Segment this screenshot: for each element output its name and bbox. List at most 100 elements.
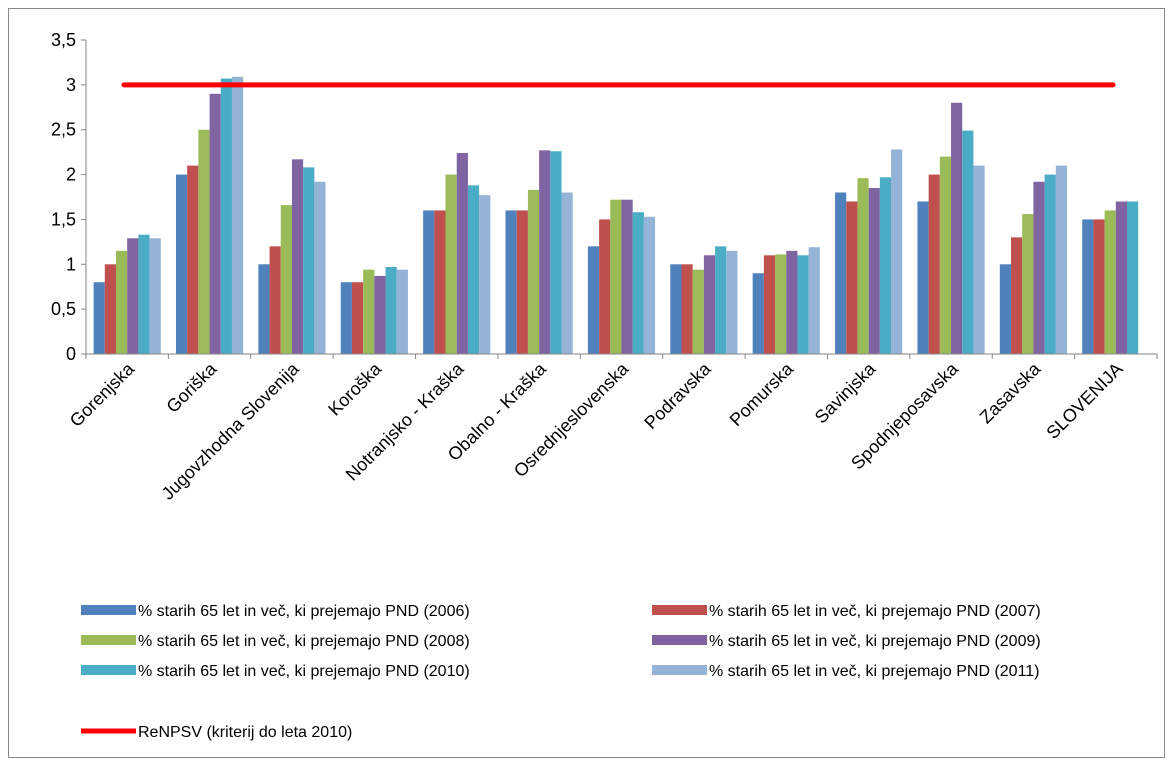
bar xyxy=(763,255,776,354)
bar xyxy=(857,178,869,354)
bar xyxy=(127,238,139,354)
y-tick-label: 3 xyxy=(66,75,76,95)
bar xyxy=(1127,201,1139,354)
bar xyxy=(692,269,704,354)
legend-swatch xyxy=(652,665,707,675)
bar xyxy=(752,273,764,354)
bar xyxy=(479,195,491,354)
bar xyxy=(643,216,656,354)
bar xyxy=(351,282,364,354)
bar xyxy=(1011,237,1023,354)
bar xyxy=(1033,181,1045,354)
bar xyxy=(973,165,985,354)
bar xyxy=(670,264,682,354)
bar xyxy=(527,189,540,354)
bar xyxy=(786,250,798,354)
bar xyxy=(797,255,809,354)
bar xyxy=(632,212,644,354)
bar xyxy=(385,266,397,354)
bar xyxy=(187,165,199,354)
legend-label: % starih 65 let in več, ki prejemajo PND… xyxy=(138,663,470,680)
bar xyxy=(726,250,738,354)
bar xyxy=(891,149,903,354)
bar xyxy=(198,129,210,354)
bar xyxy=(231,76,244,354)
bar xyxy=(209,93,221,354)
bar xyxy=(928,174,940,354)
bar xyxy=(456,153,468,354)
bar xyxy=(467,185,480,354)
y-tick-label: 2,5 xyxy=(51,120,76,140)
bar xyxy=(610,199,622,354)
bar xyxy=(808,247,820,354)
y-tick-label: 1,5 xyxy=(51,209,76,229)
category-label: Pomurska xyxy=(726,358,798,430)
bar xyxy=(303,167,315,354)
bar xyxy=(175,174,188,354)
y-tick-label: 3,5 xyxy=(51,30,76,50)
bar xyxy=(138,234,150,354)
bar xyxy=(917,201,929,354)
bar xyxy=(939,156,952,354)
bar xyxy=(505,210,517,354)
category-label: Gorenjska xyxy=(66,358,139,431)
legend-swatch xyxy=(81,635,136,645)
legend-swatch xyxy=(81,665,136,675)
bar xyxy=(269,246,281,354)
bar xyxy=(715,246,727,354)
legend-swatch xyxy=(81,605,136,615)
bar xyxy=(1115,201,1128,354)
bar xyxy=(115,250,128,354)
bar xyxy=(775,254,787,354)
bar xyxy=(879,177,892,354)
bar xyxy=(1082,219,1094,354)
bar xyxy=(599,219,611,354)
bar xyxy=(951,102,963,354)
bar xyxy=(149,238,161,354)
bar xyxy=(280,205,292,354)
legend-swatch xyxy=(652,605,707,615)
y-tick-label: 0,5 xyxy=(51,299,76,319)
category-label: Jugovzhodna Slovenija xyxy=(158,358,304,504)
category-label: Goriška xyxy=(162,358,221,417)
legend-label: % starih 65 let in več, ki prejemajo PND… xyxy=(709,633,1041,650)
bar xyxy=(587,246,600,354)
bar xyxy=(561,192,573,354)
category-label: Savinjska xyxy=(811,358,880,427)
bar xyxy=(550,151,562,354)
bar xyxy=(999,264,1012,354)
bar xyxy=(363,269,375,354)
y-tick-label: 0 xyxy=(66,344,76,364)
bar xyxy=(258,264,270,354)
bar xyxy=(1022,214,1034,354)
bar xyxy=(104,264,116,354)
category-label: Podravska xyxy=(640,358,715,433)
bar xyxy=(868,188,880,354)
bar xyxy=(93,282,105,354)
bar xyxy=(1044,174,1056,354)
legend-label: % starih 65 let in več, ki prejemajo PND… xyxy=(138,633,470,650)
category-label: Zasavska xyxy=(976,358,1045,427)
legend-label: % starih 65 let in več, ki prejemajo PND… xyxy=(709,663,1040,680)
y-tick-label: 1 xyxy=(66,254,76,274)
legend-label: % starih 65 let in več, ki prejemajo PND… xyxy=(709,603,1041,620)
bar xyxy=(539,150,551,354)
bar xyxy=(681,264,693,354)
bar xyxy=(962,130,974,354)
bar xyxy=(703,255,716,354)
bar xyxy=(434,210,446,354)
bar xyxy=(423,210,435,354)
legend-swatch xyxy=(652,635,707,645)
bar xyxy=(1104,210,1116,354)
y-tick-label: 2 xyxy=(66,165,76,185)
bar xyxy=(445,174,457,354)
bar xyxy=(314,181,326,354)
bar xyxy=(835,192,847,354)
bar xyxy=(396,269,408,354)
bar xyxy=(1055,165,1068,354)
bar xyxy=(291,159,304,354)
bar xyxy=(621,199,633,354)
legend-label-reference: ReNPSV (kriterij do leta 2010) xyxy=(138,724,352,741)
category-label: SLOVENIJA xyxy=(1042,359,1126,443)
